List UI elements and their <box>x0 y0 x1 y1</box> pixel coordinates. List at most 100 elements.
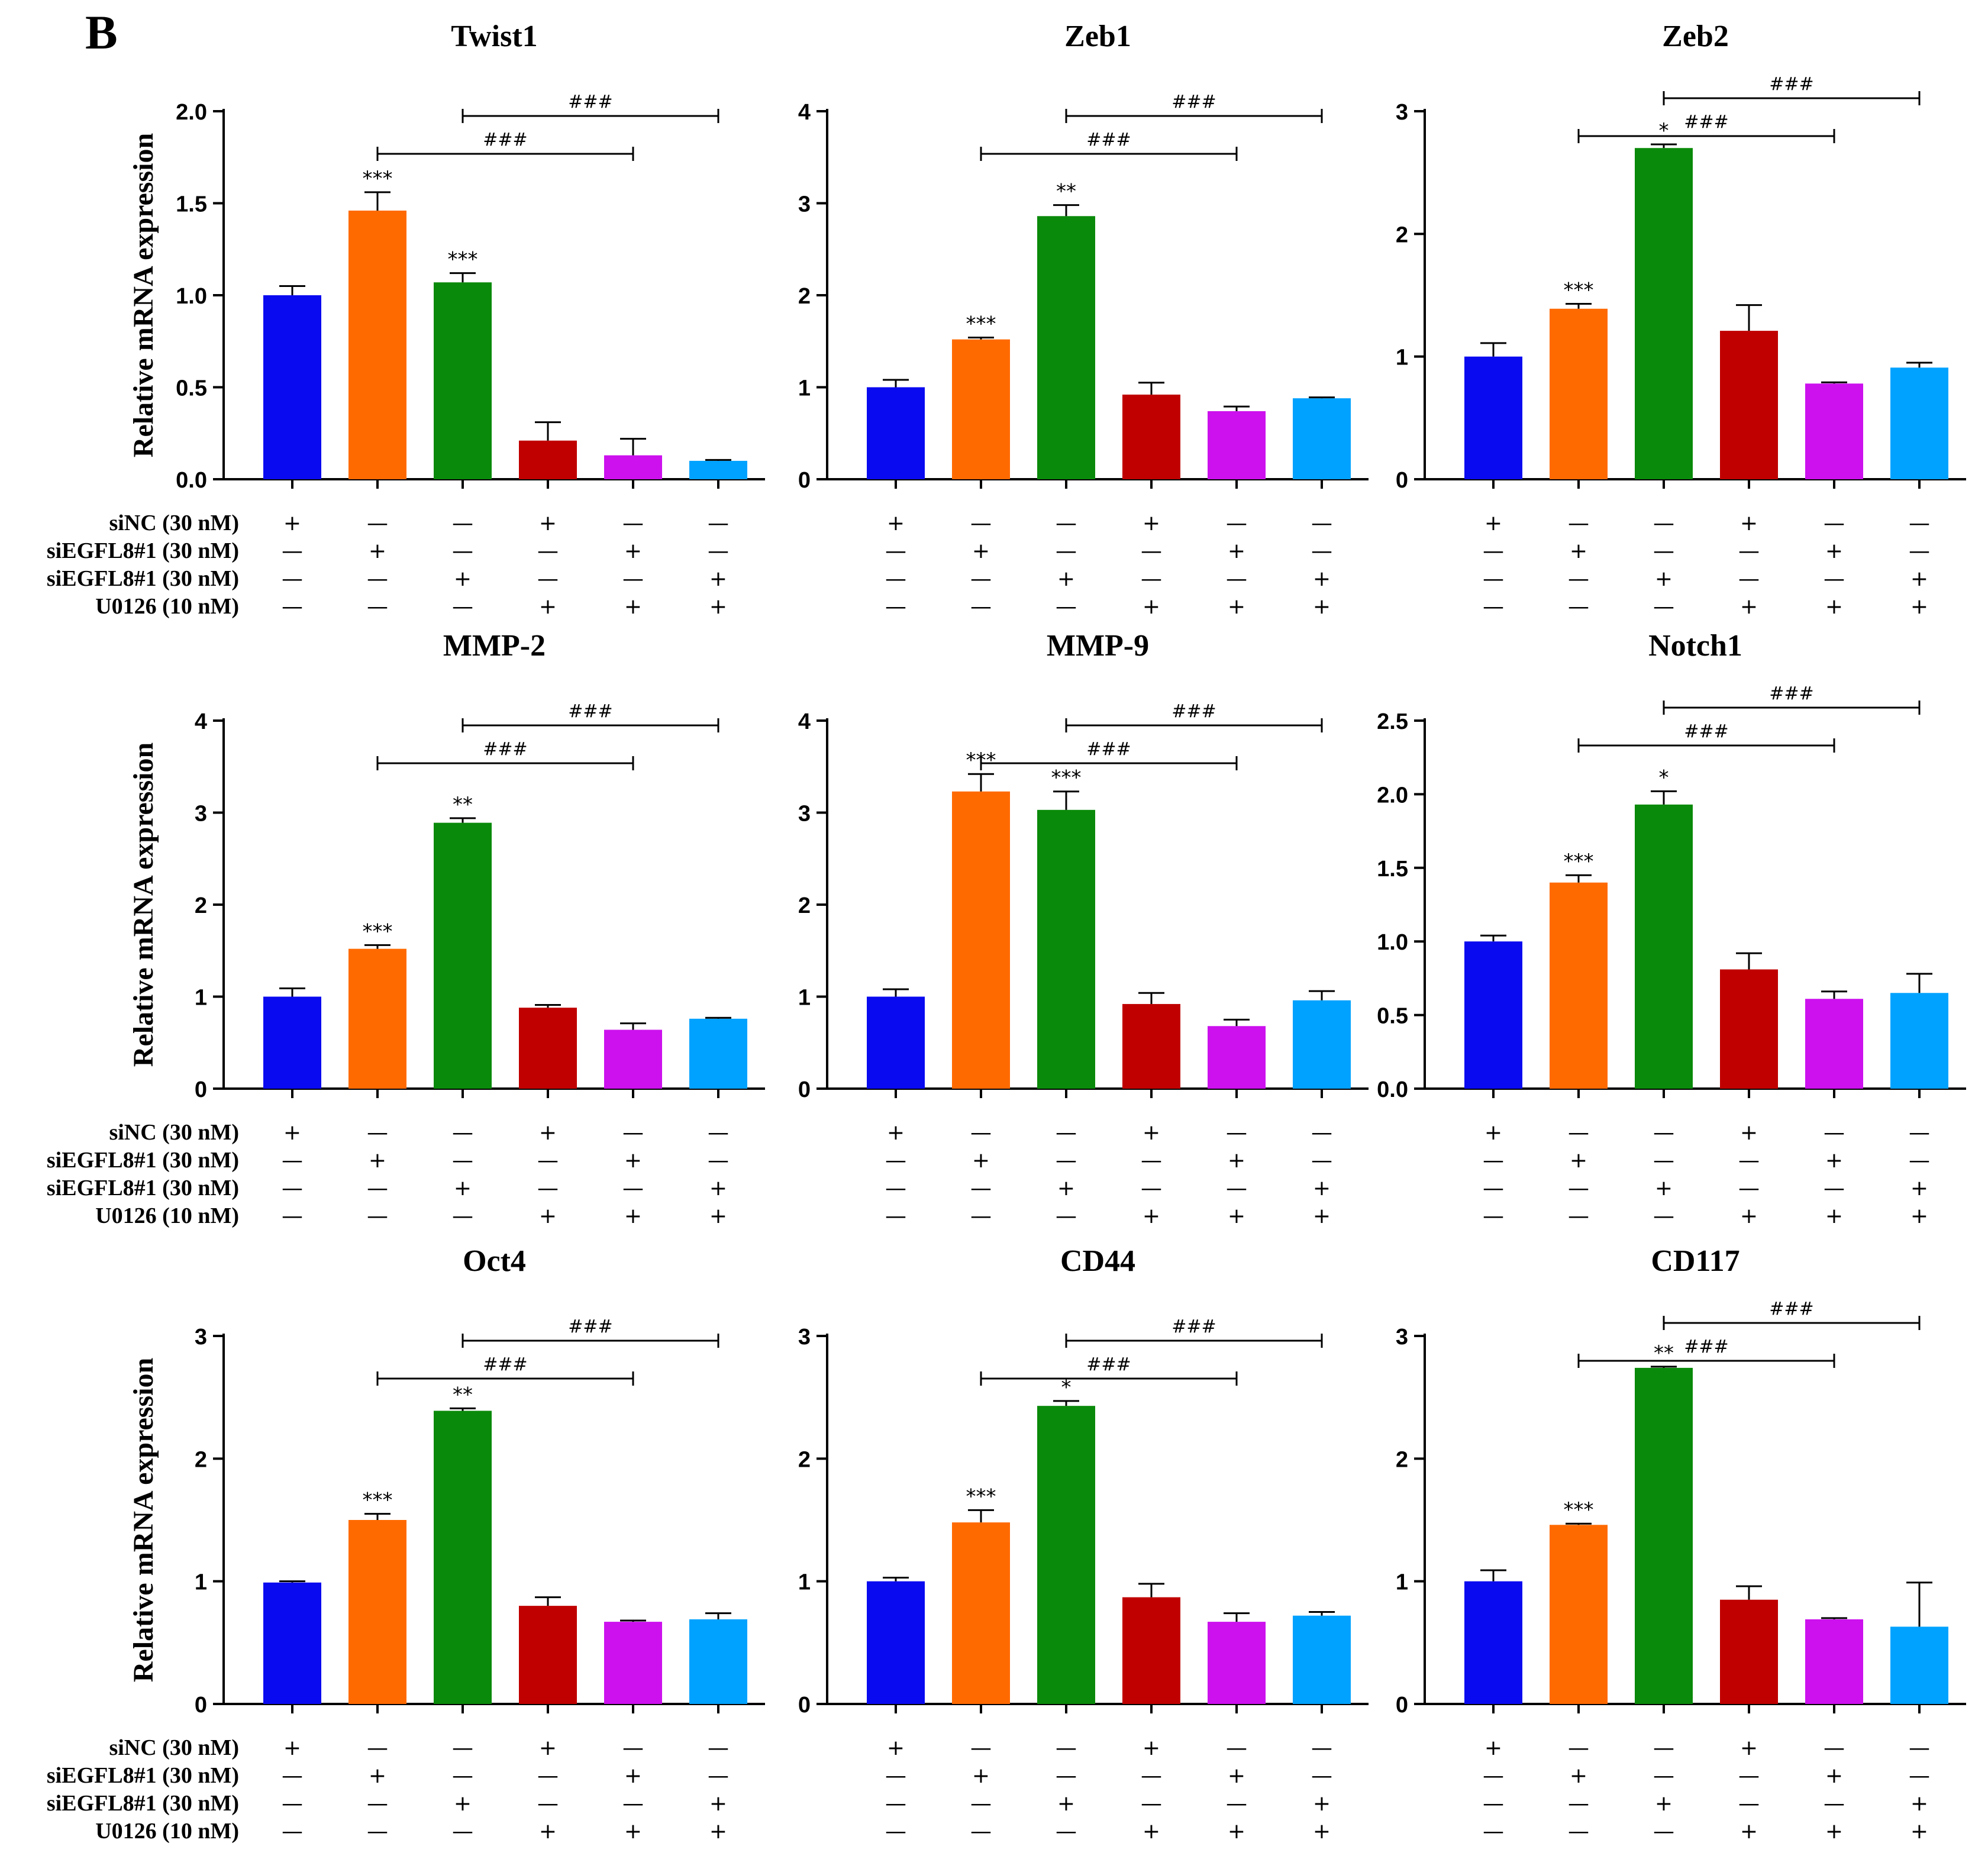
bar <box>1208 1026 1266 1089</box>
condition-symbol: — <box>1483 595 1504 619</box>
condition-label: siEGFL8#1 (30 nM) <box>47 566 239 591</box>
condition-symbol: + <box>1910 1176 1928 1200</box>
condition-symbol: + <box>1655 567 1673 591</box>
chart-twist1: Twist1 Relative mRNA expression 0.0 0.5 1.0 1… <box>47 20 765 619</box>
y-tick-label: 0 <box>195 1077 207 1102</box>
y-tick-label: 3 <box>798 1325 811 1350</box>
bar <box>263 996 321 1089</box>
condition-symbol: + <box>709 567 727 591</box>
y-tick-label: 2.0 <box>176 100 207 125</box>
condition-symbol: — <box>1568 511 1589 535</box>
condition-symbol: + <box>1143 1736 1160 1760</box>
condition-symbol: + <box>1143 511 1160 535</box>
bar <box>1293 1615 1351 1704</box>
condition-label: U0126 (10 nM) <box>95 594 239 619</box>
condition-symbol: + <box>1570 1148 1587 1173</box>
significance-label: * <box>1061 1376 1072 1399</box>
condition-symbol: + <box>1484 1121 1502 1145</box>
bar <box>604 455 662 479</box>
condition-symbol: + <box>1825 1764 1843 1788</box>
condition-symbol: + <box>539 1204 557 1228</box>
condition-symbol: — <box>367 1204 388 1228</box>
y-tick-label: 0 <box>1396 468 1408 493</box>
condition-symbol: — <box>970 1176 992 1200</box>
condition-symbol: — <box>1653 1764 1674 1788</box>
significance-label: * <box>1659 119 1669 143</box>
bar <box>1464 356 1522 479</box>
condition-symbol: — <box>282 1764 303 1788</box>
condition-symbol: — <box>1141 1148 1162 1173</box>
condition-symbol: + <box>1740 511 1758 535</box>
bracket-label: ### <box>1172 92 1216 112</box>
bracket-label: ### <box>568 92 612 112</box>
condition-symbol: + <box>972 1148 990 1173</box>
condition-symbol: — <box>1653 1121 1674 1145</box>
bar <box>952 1522 1010 1704</box>
bar <box>604 1622 662 1704</box>
condition-symbol: — <box>1141 1792 1162 1816</box>
condition-symbol: — <box>1483 1148 1504 1173</box>
condition-symbol: — <box>708 1764 729 1788</box>
condition-symbol: + <box>1313 595 1331 619</box>
bar <box>689 460 747 479</box>
condition-label: siNC (30 nM) <box>109 1735 239 1760</box>
condition-symbol: + <box>709 595 727 619</box>
y-tick-label: 2 <box>1396 222 1408 247</box>
chart-title: Twist1 <box>451 20 537 53</box>
significance-label: *** <box>363 167 393 191</box>
condition-symbol: — <box>1056 595 1077 619</box>
condition-symbol: — <box>1738 1764 1760 1788</box>
condition-symbol: — <box>537 1792 559 1816</box>
bar <box>348 210 406 479</box>
condition-symbol: — <box>1738 567 1760 591</box>
bar <box>867 996 925 1089</box>
condition-symbol: — <box>1824 511 1845 535</box>
condition-symbol: + <box>1228 1764 1245 1788</box>
condition-symbol: — <box>282 1819 303 1844</box>
condition-symbol: — <box>1226 1176 1247 1200</box>
bracket-label: ### <box>1684 1337 1728 1357</box>
bracket-label: ### <box>1684 721 1728 742</box>
condition-symbol: — <box>1311 1764 1332 1788</box>
condition-symbol: — <box>452 511 473 535</box>
y-tick-label: 1.0 <box>176 284 207 309</box>
condition-symbol: — <box>1141 1176 1162 1200</box>
bar <box>1720 969 1778 1089</box>
condition-symbol: — <box>1824 1176 1845 1200</box>
condition-symbol: + <box>539 511 557 535</box>
condition-symbol: + <box>972 1764 990 1788</box>
condition-symbol: — <box>1056 1148 1077 1173</box>
condition-symbol: — <box>1483 1819 1504 1844</box>
condition-symbol: — <box>1653 539 1674 563</box>
condition-symbol: + <box>1910 595 1928 619</box>
y-tick-label: 1 <box>798 376 811 401</box>
condition-symbol: — <box>1226 511 1247 535</box>
y-axis-label: Relative mRNA expression <box>128 1358 159 1682</box>
condition-symbol: + <box>624 1148 642 1173</box>
significance-label: *** <box>363 919 393 943</box>
condition-symbol: + <box>624 539 642 563</box>
condition-symbol: — <box>1824 567 1845 591</box>
bracket-label: ### <box>483 739 527 760</box>
condition-symbol: + <box>1910 1792 1928 1816</box>
condition-symbol: + <box>454 1176 472 1200</box>
condition-symbol: — <box>1056 1764 1077 1788</box>
condition-symbol: — <box>367 1792 388 1816</box>
bar <box>689 1619 747 1704</box>
condition-symbol: — <box>885 1819 906 1844</box>
condition-label: siEGFL8#1 (30 nM) <box>47 1176 239 1200</box>
bar <box>1122 1003 1180 1089</box>
y-axis-label: Relative mRNA expression <box>128 133 159 457</box>
condition-symbol: — <box>367 1736 388 1760</box>
bar <box>1635 148 1693 479</box>
condition-symbol: — <box>1568 1819 1589 1844</box>
condition-symbol: + <box>1313 1176 1331 1200</box>
condition-symbol: — <box>622 1736 644 1760</box>
significance-label: *** <box>966 1484 996 1508</box>
condition-symbol: + <box>1740 1204 1758 1228</box>
condition-symbol: — <box>1056 1121 1077 1145</box>
condition-symbol: — <box>1056 1204 1077 1228</box>
condition-label: siEGFL8#1 (30 nM) <box>47 1148 239 1173</box>
